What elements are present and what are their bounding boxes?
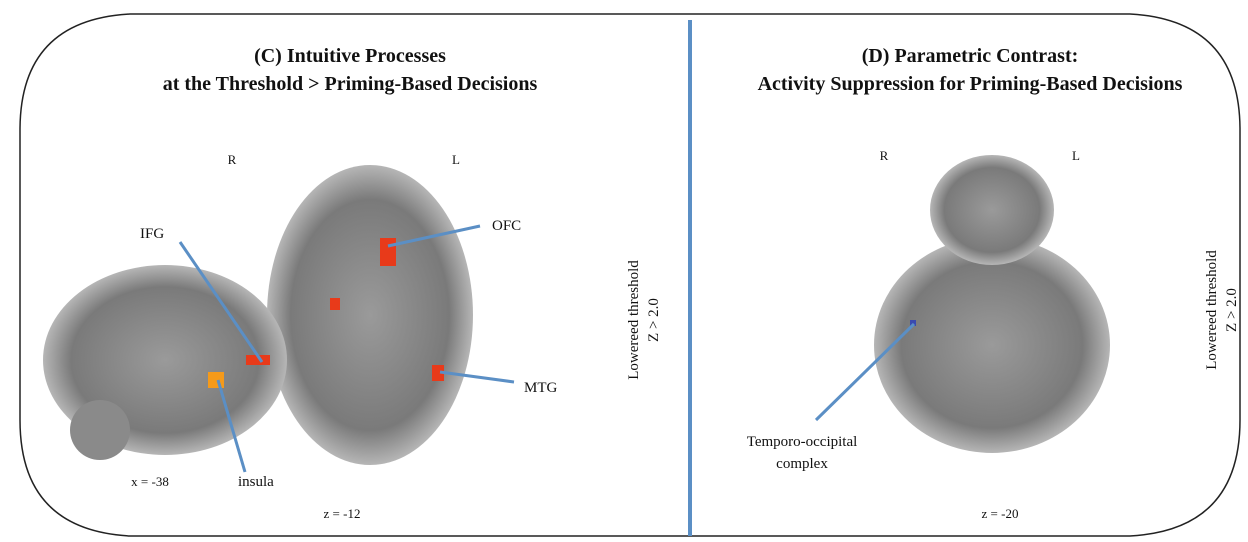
coordinate: x = -38	[131, 474, 169, 489]
region-label: Temporo-occipital	[747, 434, 858, 450]
orientation: L	[1072, 148, 1080, 163]
cerebellum	[70, 400, 130, 460]
title: at the Threshold > Priming-Based Decisio…	[163, 73, 538, 95]
region-label: IFG	[140, 226, 164, 242]
threshold: Z > 2.0	[646, 298, 662, 342]
figure: (C) Intuitive Processes at the Threshold…	[0, 0, 1248, 542]
threshold: Z > 2.0	[1224, 288, 1240, 332]
brain-axial	[267, 165, 473, 465]
region-label: complex	[776, 456, 828, 472]
orientation: L	[452, 152, 460, 167]
title: (D) Parametric Contrast:	[862, 45, 1079, 67]
title: (C) Intuitive Processes	[254, 45, 446, 67]
page: (C) Intuitive Processes at the Threshold…	[0, 0, 1248, 542]
activation	[380, 238, 396, 266]
coordinate: z = -20	[982, 506, 1019, 521]
activation	[208, 372, 224, 388]
activation	[330, 298, 340, 310]
threshold: Lowereed threshold	[626, 260, 642, 380]
title: Activity Suppression for Priming-Based D…	[758, 73, 1183, 95]
orientation: R	[880, 148, 889, 163]
threshold: Lowereed threshold	[1204, 250, 1220, 370]
coordinate: z = -12	[324, 506, 361, 521]
region-label: insula	[238, 474, 274, 490]
brain-frontal	[930, 155, 1054, 265]
brain-axial	[874, 237, 1110, 453]
region-label: MTG	[524, 380, 558, 396]
orientation: R	[228, 152, 237, 167]
region-label: OFC	[492, 218, 521, 234]
